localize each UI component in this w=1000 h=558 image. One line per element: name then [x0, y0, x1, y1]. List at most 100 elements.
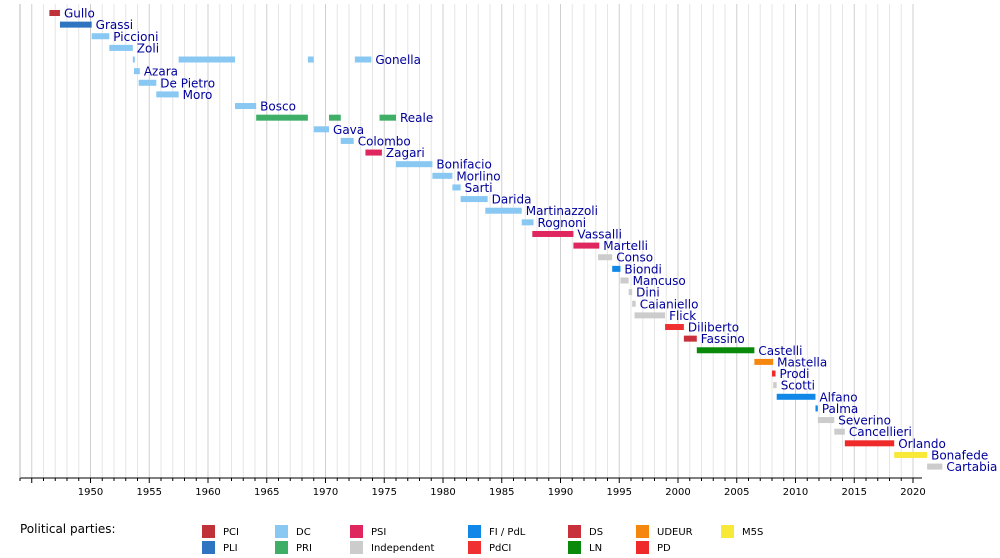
x-tick-label-1985: 1985 — [489, 487, 514, 498]
x-tick-label-1950: 1950 — [78, 487, 103, 498]
legend-item-pli: PLI — [202, 541, 238, 554]
label-scotti: Scotti — [781, 379, 815, 393]
label-rognoni: Rognoni — [537, 216, 586, 230]
bar-de-pietro — [138, 79, 157, 86]
label-gullo: Gullo — [64, 7, 95, 21]
bar-azara — [133, 68, 140, 75]
bar-caianiello — [632, 300, 636, 307]
x-tick-label-1995: 1995 — [607, 487, 632, 498]
legend-item-ds: DS — [568, 525, 603, 538]
bar-castelli — [696, 347, 755, 354]
label-caianiello: Caianiello — [640, 297, 699, 311]
legend-item-m5s: M5S — [721, 525, 763, 538]
label-flick: Flick — [669, 309, 696, 323]
bar-orlando — [844, 440, 895, 447]
label-de-pietro: De Pietro — [160, 76, 215, 90]
legend-item-pri: PRI — [275, 541, 312, 554]
label-colombo: Colombo — [358, 134, 411, 148]
legend-swatch-pci — [202, 525, 215, 538]
bar-martelli — [573, 242, 600, 249]
bar-darida — [460, 196, 488, 203]
label-sarti: Sarti — [465, 181, 493, 195]
label-bonifacio: Bonifacio — [436, 158, 491, 172]
bar-severino — [817, 417, 835, 424]
label-reale: Reale — [400, 111, 433, 125]
legend-item-pci: PCI — [202, 525, 239, 538]
bar-gonella-3 — [307, 56, 314, 63]
legend-title: Political parties: — [20, 522, 116, 536]
legend-swatch-fi — [468, 525, 481, 538]
x-tick-label-1955: 1955 — [137, 487, 162, 498]
label-vassalli: Vassalli — [577, 227, 622, 241]
label-moro: Moro — [183, 88, 213, 102]
legend-label-pd: PD — [657, 543, 671, 554]
legend-item-fi: FI / PdL — [468, 525, 526, 538]
bar-colombo — [340, 137, 354, 144]
bar-martinazzoli — [485, 207, 522, 214]
bar-cartabia — [927, 463, 943, 470]
legend-label-pli: PLI — [223, 543, 238, 554]
bar-prodi — [772, 370, 776, 377]
legend-label-pri: PRI — [296, 543, 312, 554]
label-alfano: Alfano — [819, 390, 857, 404]
bar-fassino — [683, 335, 697, 342]
bar-gonella-1 — [132, 56, 135, 63]
label-zoli: Zoli — [137, 41, 159, 55]
legend-item-pd: PD — [636, 541, 671, 554]
legend-label-psi: PSI — [371, 527, 386, 538]
x-tick-label-1960: 1960 — [195, 487, 220, 498]
bar-conso — [598, 254, 613, 261]
bar-moro — [156, 91, 179, 98]
legend-swatch-m5s — [721, 525, 734, 538]
bar-rognoni — [521, 219, 534, 226]
label-cartabia: Cartabia — [946, 460, 997, 474]
legend-label-ind: Independent — [371, 543, 434, 554]
bar-gonella-4 — [354, 56, 372, 63]
bar-reale-1 — [256, 114, 308, 121]
bar-sarti — [452, 184, 461, 191]
bar-biondi — [612, 265, 621, 272]
x-tick-label-1980: 1980 — [430, 487, 455, 498]
bar-cancellieri — [834, 428, 845, 435]
label-orlando: Orlando — [898, 437, 946, 451]
legend-item-udeur: UDEUR — [636, 525, 693, 538]
bar-scotti — [773, 382, 777, 389]
bar-reale-2 — [329, 114, 341, 121]
label-darida: Darida — [492, 193, 532, 207]
bar-bonafede — [894, 451, 928, 458]
x-tick-label-2005: 2005 — [724, 487, 749, 498]
bar-mastella — [754, 358, 774, 365]
x-tick-label-2010: 2010 — [783, 487, 808, 498]
label-martinazzoli: Martinazzoli — [526, 204, 598, 218]
bar-reale-3 — [379, 114, 396, 121]
bar-gullo — [49, 10, 60, 16]
label-palma: Palma — [822, 402, 858, 416]
legend-swatch-dc — [275, 525, 288, 538]
x-tick-label-1990: 1990 — [548, 487, 573, 498]
label-castelli: Castelli — [758, 344, 802, 358]
label-mastella: Mastella — [777, 355, 827, 369]
bar-zoli — [109, 44, 133, 51]
bar-flick — [634, 312, 666, 319]
legend-label-pdci: PdCI — [489, 543, 511, 554]
bar-piccioni — [91, 33, 110, 40]
legend-swatch-udeur — [636, 525, 649, 538]
label-biondi: Biondi — [624, 262, 661, 276]
legend-swatch-psi — [350, 525, 363, 538]
label-zagari: Zagari — [386, 146, 425, 160]
label-morlino: Morlino — [456, 169, 500, 183]
legend-item-ind: Independent — [350, 541, 434, 554]
legend-swatch-pri — [275, 541, 288, 554]
bar-grassi — [59, 21, 92, 28]
legend-item-dc: DC — [275, 525, 311, 538]
bar-gonella-2 — [178, 56, 236, 63]
x-tick-label-2000: 2000 — [665, 487, 690, 498]
legend-swatch-ds — [568, 525, 581, 538]
label-fassino: Fassino — [701, 332, 745, 346]
bar-palma — [815, 405, 818, 412]
bar-morlino — [432, 172, 453, 179]
bar-zagari — [365, 149, 382, 156]
label-bosco: Bosco — [260, 100, 296, 114]
x-tick-label-1965: 1965 — [254, 487, 279, 498]
